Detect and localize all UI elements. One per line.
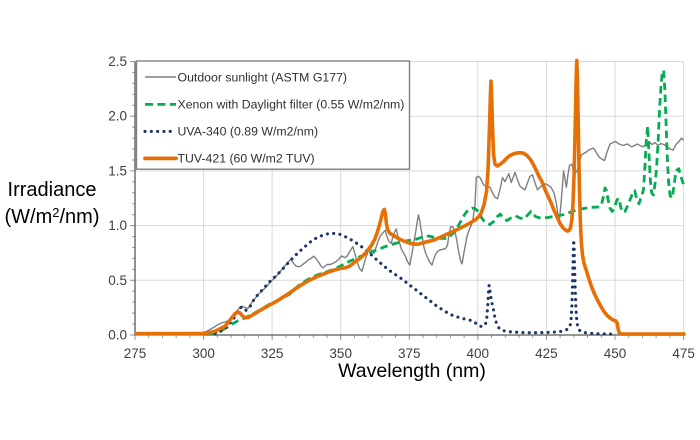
svg-text:275: 275 [124, 346, 147, 361]
svg-text:0.5: 0.5 [108, 273, 127, 288]
svg-text:Irradiance: Irradiance [8, 179, 97, 201]
svg-text:(W/m2/nm): (W/m2/nm) [5, 205, 100, 228]
svg-text:450: 450 [604, 346, 627, 361]
svg-text:1.5: 1.5 [108, 163, 127, 178]
svg-text:Wavelength (nm): Wavelength (nm) [338, 360, 486, 382]
svg-text:325: 325 [261, 346, 284, 361]
svg-text:475: 475 [672, 346, 695, 361]
svg-text:1.0: 1.0 [108, 218, 127, 233]
svg-text:425: 425 [535, 346, 558, 361]
svg-text:2.5: 2.5 [108, 54, 127, 69]
svg-text:300: 300 [192, 346, 215, 361]
svg-text:TUV-421 (60 W/m2 TUV): TUV-421 (60 W/m2 TUV) [178, 152, 315, 166]
svg-text:Xenon with Daylight filter (0.: Xenon with Daylight filter (0.55 W/m2/nm… [178, 98, 405, 112]
svg-text:0.0: 0.0 [108, 328, 127, 343]
svg-text:375: 375 [398, 346, 421, 361]
svg-text:2.0: 2.0 [108, 109, 127, 124]
svg-text:400: 400 [467, 346, 490, 361]
svg-text:Outdoor sunlight (ASTM G177): Outdoor sunlight (ASTM G177) [178, 70, 348, 84]
svg-text:350: 350 [329, 346, 352, 361]
svg-text:UVA-340 (0.89 W/m2/nm): UVA-340 (0.89 W/m2/nm) [178, 125, 319, 139]
